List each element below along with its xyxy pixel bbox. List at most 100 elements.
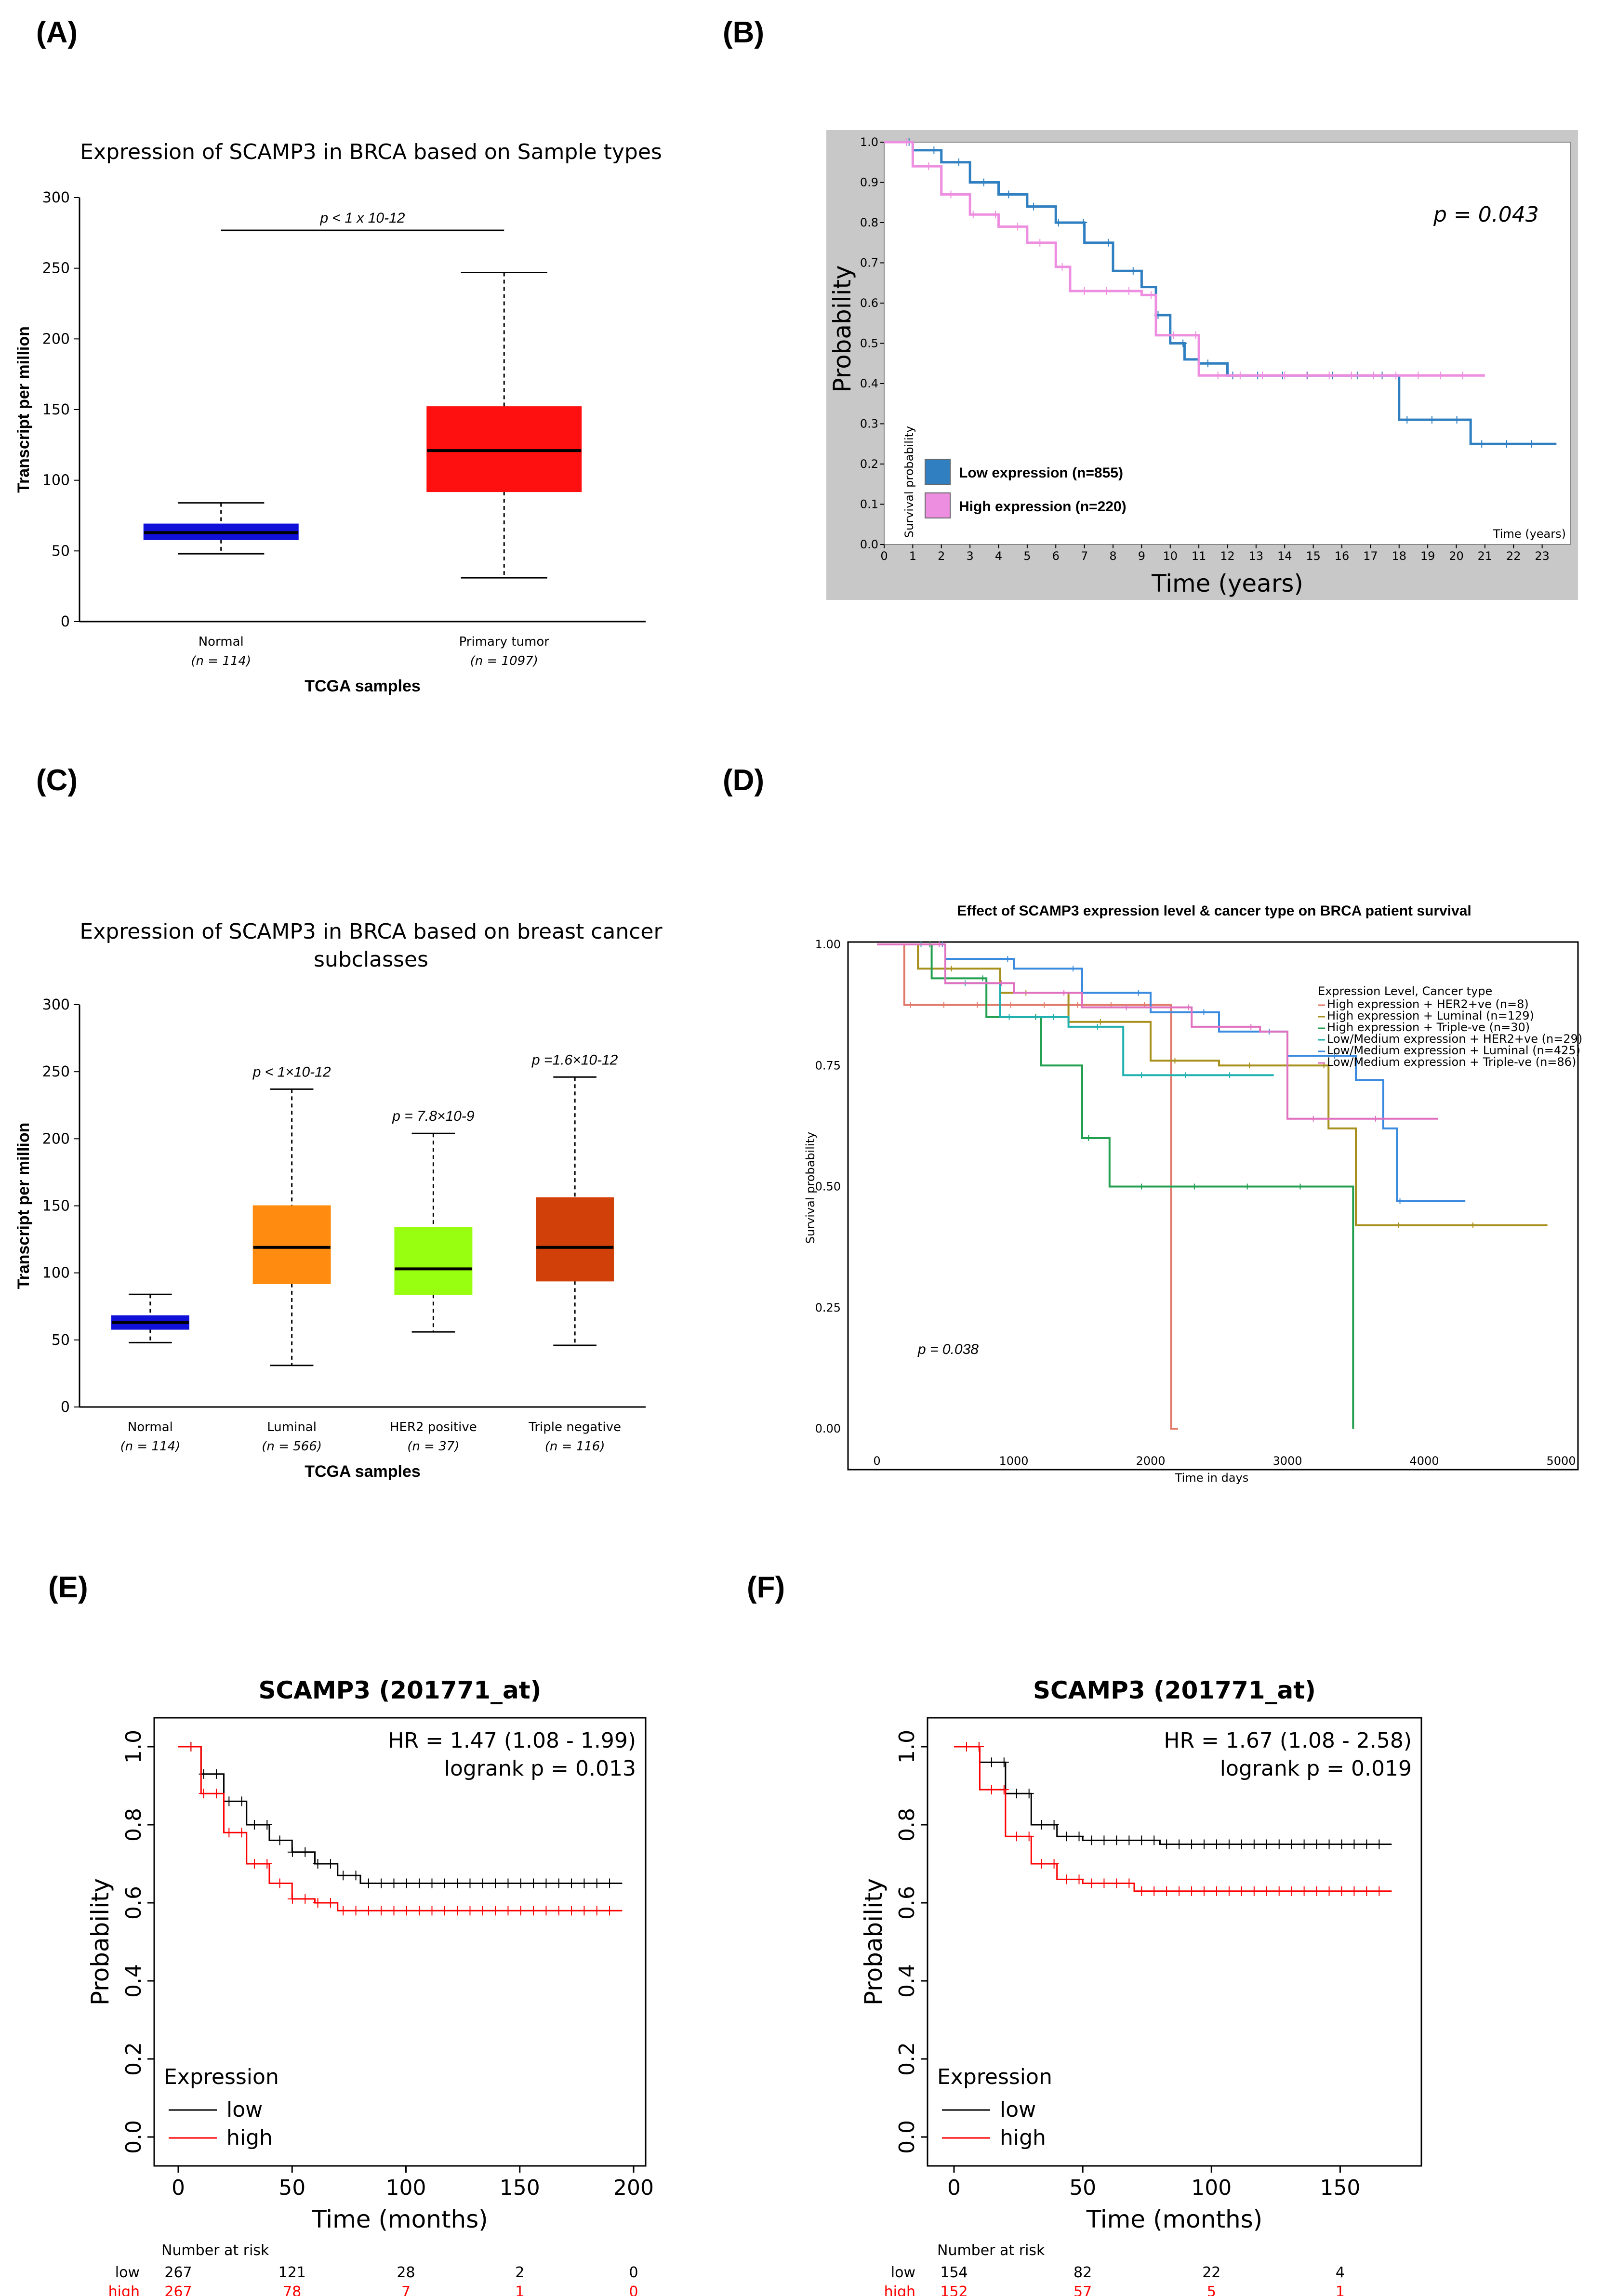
x-axis-title: Time (months) [1086, 2205, 1263, 2233]
category-n-label: (n = 1097) [470, 654, 538, 668]
censor-mark [1199, 1886, 1209, 1896]
censor-mark [1124, 1878, 1134, 1888]
x-tick-label: 3000 [1273, 1454, 1302, 1468]
x-tick-label: 200 [613, 2176, 654, 2200]
x-tick-label: 50 [1069, 2176, 1096, 2200]
censor-mark [1169, 331, 1178, 339]
censor-mark [1397, 1198, 1403, 1204]
censor-mark [249, 1859, 259, 1869]
x-tick-label: 1 [909, 549, 916, 563]
risk-count-low: 0 [629, 2264, 638, 2281]
censor-mark [351, 1871, 361, 1881]
y-tick-label: 0.9 [860, 176, 878, 189]
censor-mark [1007, 1002, 1014, 1008]
y-tick-label: 0.6 [121, 1886, 146, 1920]
chart-panel-c: Expression of SCAMP3 in BRCA based on br… [14, 919, 663, 1481]
censor-mark [1373, 1115, 1379, 1122]
y-tick-label: 0.4 [860, 377, 878, 390]
censor-mark [974, 1742, 984, 1752]
censor-mark [1369, 372, 1378, 380]
censor-mark [1274, 1886, 1284, 1896]
censor-mark [325, 1898, 335, 1908]
censor-mark [490, 1906, 501, 1916]
risk-count-low: 2 [515, 2264, 524, 2281]
censor-mark [1324, 1886, 1334, 1896]
censor-mark [1061, 1874, 1072, 1885]
risk-row-label-low: low [115, 2264, 140, 2281]
censor-mark [1286, 1839, 1297, 1849]
censor-mark [224, 1796, 234, 1806]
risk-count-low: 28 [397, 2264, 415, 2281]
y-tick-label: 0 [61, 613, 70, 630]
legend-label: Low/Medium expression + Triple-ve (n=86) [1327, 1055, 1576, 1069]
legend-label: High expression + Luminal (n=129) [1327, 1009, 1534, 1022]
panel-label-a: (A) [36, 16, 78, 49]
censor-mark [1174, 1886, 1184, 1896]
risk-count-high: 152 [940, 2283, 968, 2296]
censor-mark [313, 1898, 323, 1908]
censor-mark [1080, 287, 1088, 295]
x-tick-label: 17 [1363, 549, 1378, 563]
x-tick-label: 150 [500, 2176, 540, 2200]
censor-mark [936, 942, 942, 947]
risk-row-label-high: high [884, 2283, 915, 2296]
y-tick-label: 0.00 [815, 1422, 841, 1435]
censor-mark [389, 1906, 399, 1916]
risk-count-high: 57 [1074, 2283, 1092, 2296]
x-tick-label: 10 [1163, 549, 1178, 563]
y-tick-label: 0.6 [860, 296, 878, 310]
censor-mark [998, 980, 1005, 986]
censor-mark [980, 975, 986, 982]
censor-mark [503, 1878, 513, 1888]
y-tick-label: 1.0 [121, 1730, 146, 1764]
censor-mark [1453, 416, 1461, 424]
x-axis-title: Time (months) [311, 2205, 488, 2233]
censor-mark [1362, 1886, 1372, 1896]
censor-mark [1061, 990, 1067, 996]
censor-mark [1014, 223, 1022, 231]
censor-mark [199, 1769, 209, 1779]
censor-mark [313, 1859, 323, 1869]
censor-mark [1036, 239, 1044, 247]
category-label: Triple negative [528, 1420, 621, 1434]
censor-mark [1502, 440, 1511, 448]
chart-panel-d: Effect of SCAMP3 expression level & canc… [804, 903, 1582, 1485]
x-tick-label: 13 [1249, 549, 1264, 563]
y-tick-label: 250 [42, 260, 70, 277]
censor-mark [1299, 1886, 1309, 1896]
risk-count-low: 267 [164, 2264, 192, 2281]
censor-mark [1436, 372, 1445, 380]
risk-count-high: 78 [283, 2283, 301, 2296]
censor-mark [948, 966, 954, 972]
p-value-annotation: p < 1×10-12 [252, 1064, 331, 1080]
censor-mark [439, 1906, 450, 1916]
plot-area [847, 941, 1579, 1471]
censor-mark [1527, 440, 1536, 448]
legend-title: Expression [937, 2065, 1052, 2089]
censor-mark [1125, 287, 1133, 295]
y-tick-label: 300 [42, 189, 70, 206]
y-tick-label: 0.25 [815, 1301, 841, 1314]
censor-mark [1079, 219, 1087, 226]
censor-mark [1211, 1839, 1221, 1849]
censor-mark [1011, 1789, 1021, 1799]
x-tick-label: 2000 [1136, 1454, 1165, 1468]
censor-mark [300, 1894, 310, 1904]
censor-mark [1187, 1839, 1197, 1849]
censor-mark [503, 1906, 513, 1916]
censor-mark [1112, 1878, 1122, 1888]
censor-mark [1458, 372, 1467, 380]
censor-mark [1149, 1835, 1159, 1845]
censor-mark [567, 1906, 577, 1916]
y-tick-label: 1.00 [815, 938, 841, 951]
censor-mark [427, 1906, 437, 1916]
censor-mark [1024, 1789, 1034, 1799]
censor-mark [1182, 1072, 1189, 1078]
censor-mark [338, 1906, 348, 1916]
censor-mark [1470, 1222, 1476, 1228]
censor-mark [605, 1878, 615, 1888]
censor-mark [1102, 287, 1111, 295]
x-tick-label: 18 [1392, 549, 1406, 563]
censor-mark [579, 1878, 589, 1888]
x-tick-label: 19 [1420, 549, 1435, 563]
